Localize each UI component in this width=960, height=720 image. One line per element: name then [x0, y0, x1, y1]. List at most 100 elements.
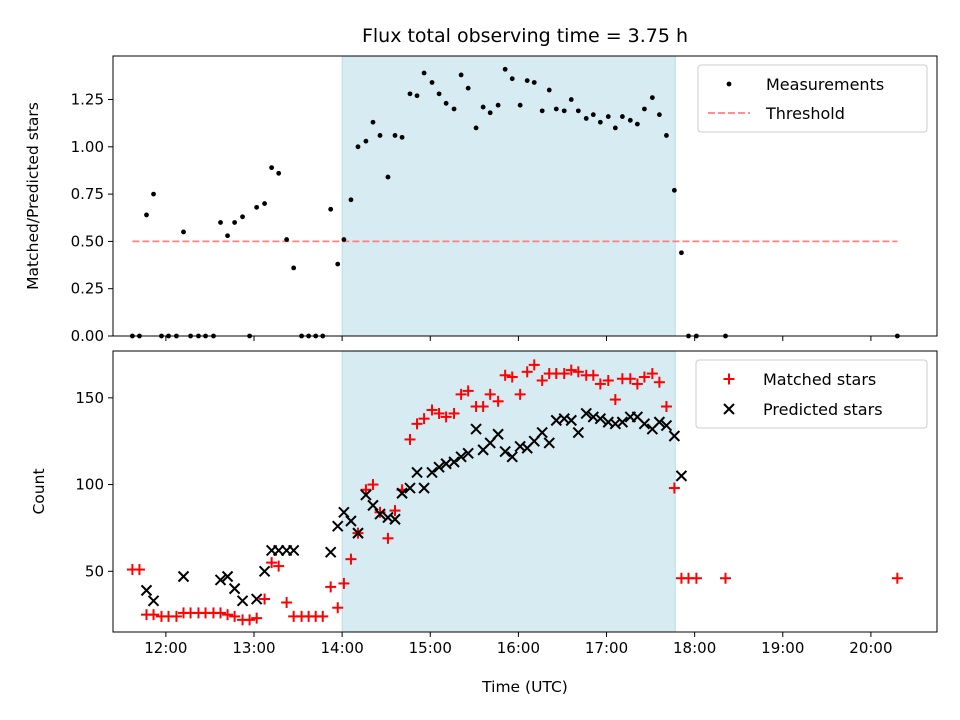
measurement-point — [605, 114, 611, 119]
matched-star-point — [602, 374, 614, 386]
measurement-point — [642, 106, 647, 112]
measurement-point — [284, 237, 290, 242]
measurement-point — [627, 117, 633, 123]
measurement-point — [421, 70, 427, 76]
matched-star-point — [631, 378, 643, 390]
predicted-star-point — [426, 466, 438, 479]
measurement-point — [597, 119, 603, 125]
measurement-point — [679, 250, 684, 256]
measurement-point — [487, 110, 493, 116]
predicted-star-point — [448, 456, 460, 468]
measurement-point — [458, 72, 464, 78]
predicted-star-point — [675, 470, 688, 482]
matched-star-point — [572, 366, 584, 378]
measurement-point — [335, 261, 341, 267]
measurement-point — [656, 112, 662, 118]
x-tick-label: 13:00 — [232, 639, 275, 657]
measurement-point — [568, 97, 574, 102]
measurement-point — [385, 174, 391, 180]
observing-span-shade-count — [341, 350, 676, 633]
measurement-point — [269, 165, 275, 171]
matched-star-point — [317, 610, 329, 622]
measurement-point — [414, 93, 420, 99]
matched-star-point — [462, 385, 474, 397]
measurement-point — [276, 170, 282, 176]
matched-star-point — [477, 401, 489, 413]
measurement-point — [495, 102, 501, 108]
matched-star-point — [367, 479, 379, 491]
matched-star-point — [215, 607, 227, 619]
matched-star-point — [506, 371, 518, 383]
predicted-star-point — [668, 430, 681, 442]
predicted-star-point — [396, 487, 408, 499]
predicted-star-markers — [140, 407, 688, 607]
x-tick-label: 16:00 — [497, 639, 540, 657]
predicted-star-point — [389, 513, 401, 525]
matched-star-point — [448, 407, 460, 419]
matched-star-point — [251, 612, 263, 624]
predicted-star-point — [332, 520, 344, 532]
measurement-point — [451, 106, 457, 112]
matched-star-point — [565, 364, 577, 376]
legend-measurements-label: Measurements — [766, 75, 884, 94]
measurement-point — [443, 100, 449, 106]
matched-star-point — [668, 482, 680, 494]
matched-star-point — [624, 373, 636, 385]
observing-span-shade — [341, 55, 676, 337]
measurement-point — [619, 114, 625, 119]
ratio-legend: Measurements Threshold — [697, 64, 928, 133]
matched-star-point — [638, 371, 650, 383]
measurement-point — [531, 80, 537, 85]
measurement-point — [671, 187, 677, 193]
matched-star-point — [418, 413, 430, 425]
matched-star-point — [345, 553, 357, 565]
x-axis-label: Time (UTC) — [481, 678, 568, 696]
predicted-star-point — [565, 414, 577, 427]
measurement-point — [218, 220, 223, 225]
matched-star-point — [244, 614, 256, 626]
measurement-point — [561, 108, 567, 114]
ratio-y-ticks: 0.00 0.25 0.50 0.75 1.00 1.25 — [71, 91, 113, 345]
measurement-point — [355, 144, 361, 150]
legend-matched-label: Matched stars — [763, 370, 876, 389]
ratio-legend-box — [697, 64, 928, 133]
count-panel: 12:00 13:00 14:00 15:00 16:00 17:00 18:00 19:00… — [30, 350, 938, 696]
measurement-point — [509, 76, 515, 82]
count-y-axis-label: Count — [30, 468, 48, 514]
y-tick-label: 50 — [85, 562, 104, 580]
measurement-point — [407, 91, 413, 97]
measurement-point — [664, 133, 669, 138]
legend-matched-marker — [723, 373, 735, 385]
predicted-star-point — [214, 574, 227, 586]
predicted-star-point — [580, 407, 592, 420]
x-tick-label: 14:00 — [321, 639, 364, 657]
matched-star-point — [148, 609, 160, 621]
predicted-star-point — [616, 416, 629, 428]
measurement-point — [436, 91, 442, 97]
y-tick-label: 1.25 — [71, 91, 104, 109]
measurement-point — [363, 138, 369, 144]
measurement-point — [524, 78, 530, 83]
predicted-star-point — [345, 515, 357, 527]
legend-plus-glyph — [723, 373, 735, 385]
legend-threshold-label: Threshold — [765, 104, 845, 123]
matched-star-point — [433, 407, 445, 419]
legend-measurement-marker — [726, 81, 732, 87]
predicted-star-point — [470, 423, 482, 435]
predicted-star-point — [536, 426, 548, 439]
predicted-star-point — [374, 508, 386, 520]
predicted-star-point — [543, 437, 555, 449]
y-tick-label: 0.00 — [71, 327, 104, 345]
predicted-star-point — [433, 461, 445, 473]
matched-star-point — [558, 368, 570, 380]
predicted-star-point — [360, 489, 372, 501]
measurement-point — [225, 233, 230, 239]
matched-star-point — [594, 378, 606, 390]
matched-star-point — [660, 401, 672, 413]
matched-star-point — [332, 602, 344, 614]
matched-star-point — [360, 484, 372, 496]
x-tick-label: 20:00 — [849, 639, 892, 657]
matched-star-point — [266, 557, 278, 569]
measurement-point — [392, 133, 398, 138]
y-tick-label: 0.50 — [71, 232, 104, 250]
